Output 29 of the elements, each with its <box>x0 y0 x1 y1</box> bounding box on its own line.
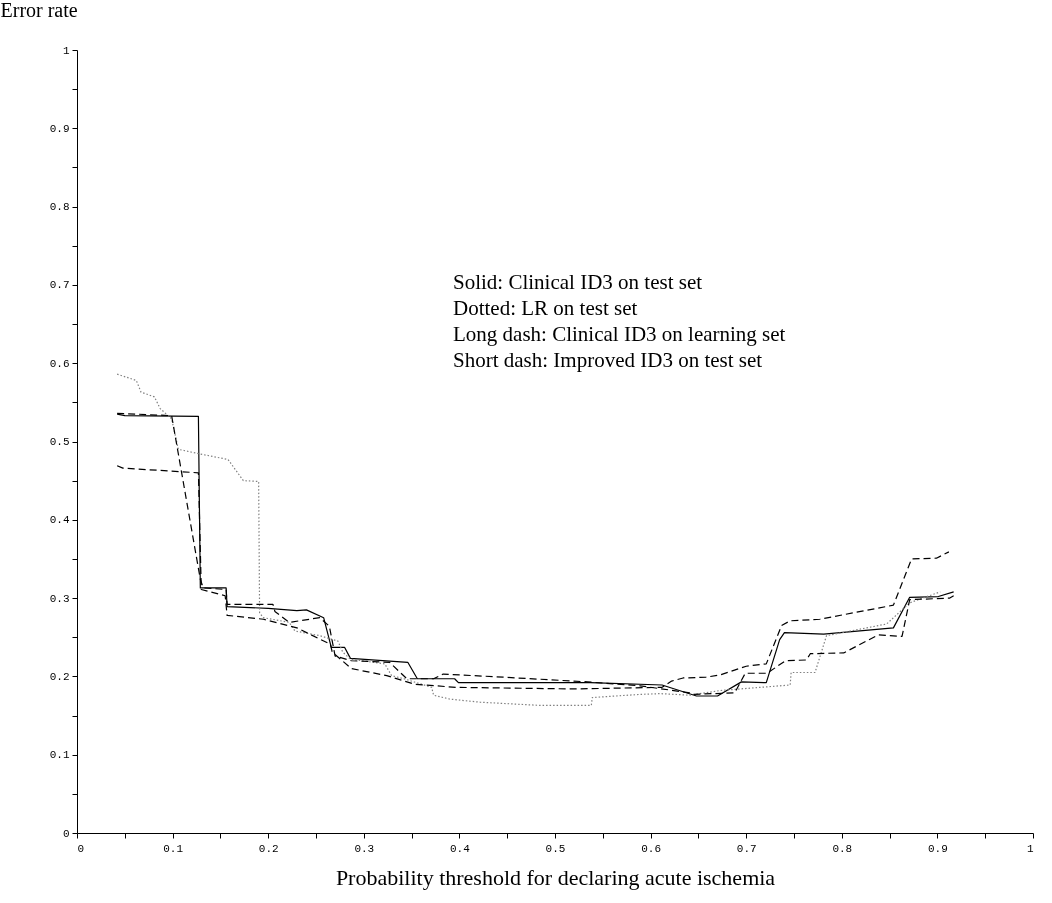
y-tick-label: 0.4 <box>49 514 70 527</box>
y-tick-label: 0.5 <box>49 436 70 448</box>
y-tick-label: 0.3 <box>49 592 70 605</box>
y-tick-label: 0.7 <box>49 279 70 292</box>
annotation: Solid: Clinical ID3 on test set <box>453 270 703 294</box>
y-tick-label: 0.8 <box>49 201 70 214</box>
y-axis-title: Error rate <box>0 0 78 21</box>
x-tick-label: 1 <box>1026 842 1034 855</box>
y-tick-label: 0.2 <box>49 670 70 683</box>
x-tick-label: 0.7 <box>736 842 757 855</box>
x-tick-label: 0.3 <box>354 842 375 855</box>
y-tick-label: 0.6 <box>49 357 70 370</box>
x-axis-title: Probability threshold for declaring acute ischemia <box>335 864 776 890</box>
y-tick-label: 1 <box>62 44 70 57</box>
annotation: Long dash: Clinical ID3 on learning set <box>453 322 786 346</box>
x-tick-label: 0.8 <box>832 842 853 855</box>
x-tick-label: 0.4 <box>449 842 471 855</box>
x-tick-label: 0.9 <box>927 842 948 855</box>
annotation: Short dash: Improved ID3 on test set <box>453 348 763 372</box>
x-tick-label: 0.6 <box>641 842 662 855</box>
y-tick-label: 0 <box>62 827 70 840</box>
annotation: Dotted: LR on test set <box>453 296 638 320</box>
y-tick-label: 0.9 <box>49 122 70 135</box>
x-tick-label: 0.1 <box>163 842 184 855</box>
x-tick-label: 0.2 <box>258 842 279 855</box>
x-tick-label: 0 <box>77 842 85 855</box>
y-tick-label: 0.1 <box>49 749 70 762</box>
line-series <box>116 373 941 706</box>
x-tick-label: 0.5 <box>545 842 566 855</box>
